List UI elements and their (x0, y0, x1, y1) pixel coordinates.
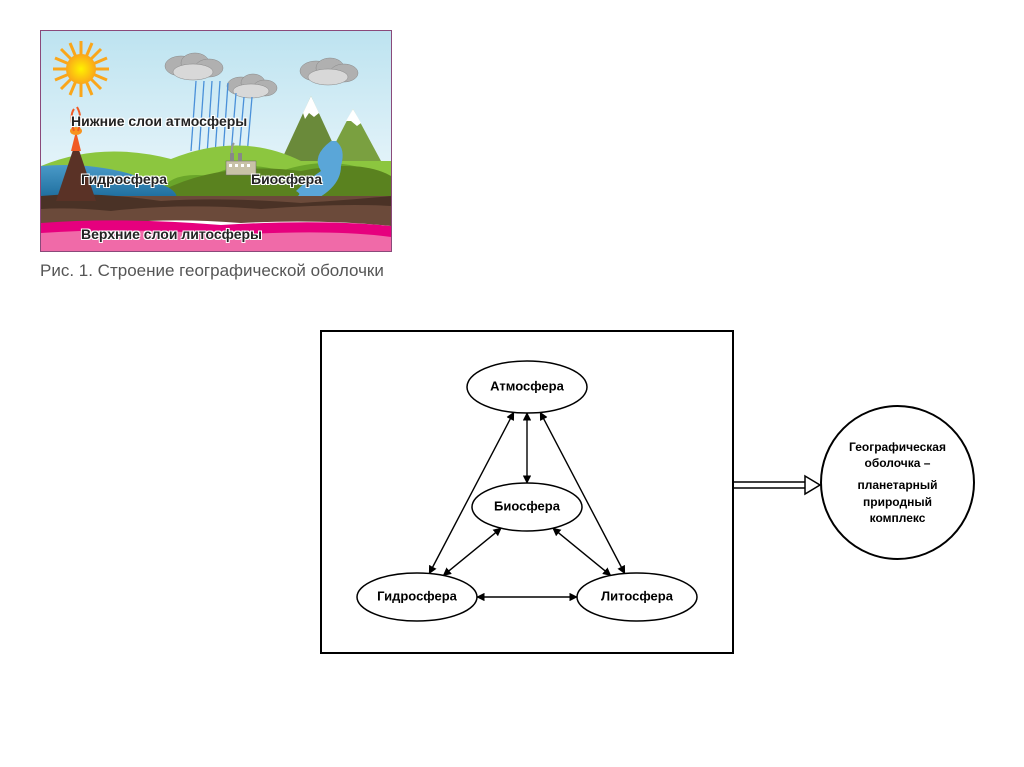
result-line1: Географическая (849, 439, 946, 455)
label-lithosphere: Верхние слои литосферы (81, 226, 262, 242)
figure-caption: Рис. 1. Строение географической оболочки (40, 260, 390, 283)
result-line2: оболочка – (865, 455, 931, 471)
label-hydrosphere: Гидросфера (81, 171, 167, 187)
result-circle: Географическая оболочка – планетарный пр… (820, 405, 975, 560)
edge-bio-hyd (443, 528, 501, 575)
label-biosphere: Биосфера (251, 171, 322, 187)
result-line5: комплекс (870, 510, 926, 526)
node-label-hyd: Гидросфера (377, 588, 458, 603)
node-label-bio: Биосфера (494, 498, 561, 513)
geo-shell-illustration: Нижние слои атмосферы Гидросфера Биосфер… (40, 30, 392, 252)
result-line4: природный (863, 494, 932, 510)
landscape-svg (41, 31, 391, 251)
result-line3: планетарный (857, 477, 937, 493)
flowchart-box: Атмосфера Биосфера Гидросфера Литосфера (320, 330, 734, 654)
label-atmosphere: Нижние слои атмосферы (71, 113, 247, 129)
result-arrow (730, 470, 822, 500)
flowchart-svg: Атмосфера Биосфера Гидросфера Литосфера (322, 332, 732, 652)
edge-bio-lit (553, 528, 611, 575)
node-label-lit: Литосфера (601, 588, 674, 603)
node-label-atm: Атмосфера (490, 378, 564, 393)
